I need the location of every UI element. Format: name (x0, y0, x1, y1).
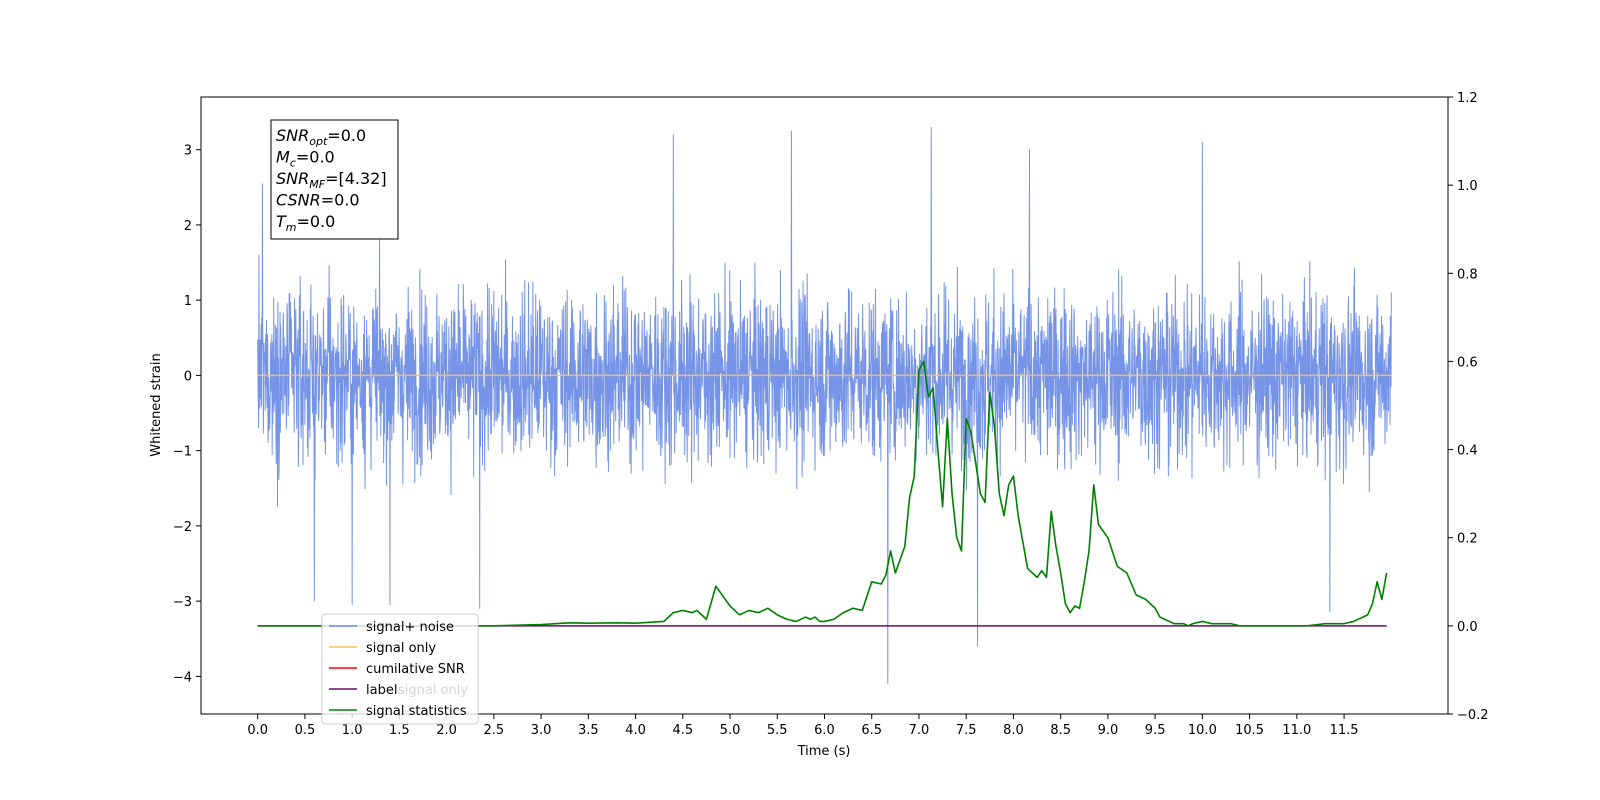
x-tick-label: 11.5 (1330, 723, 1359, 738)
y-tick-label: −1 (173, 445, 192, 460)
x-tick-label: 6.0 (814, 723, 835, 738)
legend-entries: signal+ noise signal only cumilative SNR la… (329, 620, 467, 719)
annotation-subscript: MF (309, 178, 325, 191)
x-tick-label: 0.5 (295, 723, 316, 738)
annotation-line: SNRopt=0.0 (276, 126, 366, 148)
y2-tick-label: 1.0 (1457, 179, 1478, 194)
annotation-lines: SNRopt=0.0Mc=0.0SNRMF=[4.32]CSNR=0.0Tm=0… (276, 126, 387, 234)
x-tick-label: 7.5 (956, 723, 977, 738)
annotation-subscript: opt (309, 135, 328, 148)
annotation-line: Mc=0.0 (276, 148, 335, 170)
y2-tick-label: 0.8 (1457, 267, 1478, 282)
y-tick-label: 2 (184, 219, 192, 234)
x-tick-label: 1.5 (389, 723, 410, 738)
annotation-symbol: SNR (276, 126, 309, 145)
x-tick-label: 11.0 (1282, 723, 1311, 738)
legend-hidden-text: signal only (398, 683, 468, 698)
x-tick-label: 3.5 (578, 723, 599, 738)
annotation-line: CSNR=0.0 (276, 191, 360, 210)
y-tick-label: 0 (184, 369, 192, 384)
y2-tick-label: 0.2 (1457, 532, 1478, 547)
y2-axis-ticks: 1.2 1.0 0.8 0.6 0.4 0.2 0.0 −0.2 (1448, 91, 1489, 723)
annotation-value: =0.0 (296, 148, 335, 167)
annotation-subscript: m (286, 221, 297, 234)
x-tick-label: 4.0 (625, 723, 646, 738)
annotation-symbol: M (276, 148, 290, 167)
y2-tick-label: 0.6 (1457, 355, 1478, 370)
x-axis-label: Time (s) (797, 744, 851, 759)
annotation-value: =[4.32] (325, 169, 387, 188)
x-tick-label: 3.0 (531, 723, 552, 738)
annotation-symbol: CSNR (276, 191, 321, 210)
series-signal-noise (257, 127, 1392, 684)
x-tick-label: 4.5 (672, 723, 693, 738)
y-tick-label: 1 (184, 294, 192, 309)
y-axis-label: Whitened strain (149, 353, 164, 456)
legend-label: signal statistics (366, 704, 467, 719)
x-tick-label: 8.5 (1050, 723, 1071, 738)
x-tick-label: 10.5 (1235, 723, 1264, 738)
annotation-frame (270, 119, 399, 240)
y-tick-label: −4 (173, 670, 192, 685)
annotation-symbol: T (276, 212, 287, 231)
x-tick-label: 5.5 (767, 723, 788, 738)
annotation-line: SNRMF=[4.32] (276, 169, 387, 191)
x-tick-label: 0.0 (247, 723, 268, 738)
y2-tick-label: 0.4 (1457, 444, 1478, 459)
annotation-box: SNRopt=0.0Mc=0.0SNRMF=[4.32]CSNR=0.0Tm=0… (270, 119, 399, 240)
x-tick-label: 6.5 (861, 723, 882, 738)
x-tick-label: 9.5 (1145, 723, 1166, 738)
signal-noise-line (257, 127, 1392, 684)
x-tick-label: 5.0 (720, 723, 741, 738)
x-tick-label: 1.0 (342, 723, 363, 738)
signal-statistics-line (257, 360, 1388, 627)
y-axis-ticks: 3 2 1 0 −1 −2 −3 −4 (173, 144, 201, 685)
x-tick-label: 9.0 (1098, 723, 1119, 738)
y2-tick-label: 0.0 (1457, 620, 1478, 635)
y2-tick-label: 1.2 (1457, 91, 1478, 106)
annotation-value: =0.0 (321, 191, 360, 210)
x-tick-label: 10.0 (1188, 723, 1217, 738)
y-tick-label: −3 (173, 595, 192, 610)
x-tick-label: 8.0 (1003, 723, 1024, 738)
legend-label: signal+ noise (366, 620, 454, 635)
y-tick-label: −2 (173, 520, 192, 535)
annotation-value: =0.0 (297, 212, 336, 231)
x-tick-label: 2.5 (484, 723, 505, 738)
x-tick-label: 2.0 (436, 723, 457, 738)
series-signal-statistics (257, 360, 1388, 627)
legend-frame (321, 613, 479, 725)
annotation-value: =0.0 (327, 126, 366, 145)
legend: signal only signal+ noise signal only cumi… (321, 613, 479, 725)
annotation-line: Tm=0.0 (276, 212, 335, 234)
annotation-symbol: SNR (276, 169, 309, 188)
legend-label: signal only (366, 641, 436, 656)
legend-label: cumilative SNR (366, 662, 465, 677)
annotation-subscript: c (290, 157, 296, 170)
x-tick-label: 7.0 (909, 723, 930, 738)
legend-label: label (366, 683, 397, 698)
x-axis-ticks: 0.0 0.5 1.0 1.5 2.0 2.5 3.0 3.5 4.0 4.5 5.0 5.5 6.0 6… (247, 714, 1359, 738)
y-tick-label: 3 (184, 144, 192, 159)
y2-tick-label: −0.2 (1457, 708, 1489, 723)
